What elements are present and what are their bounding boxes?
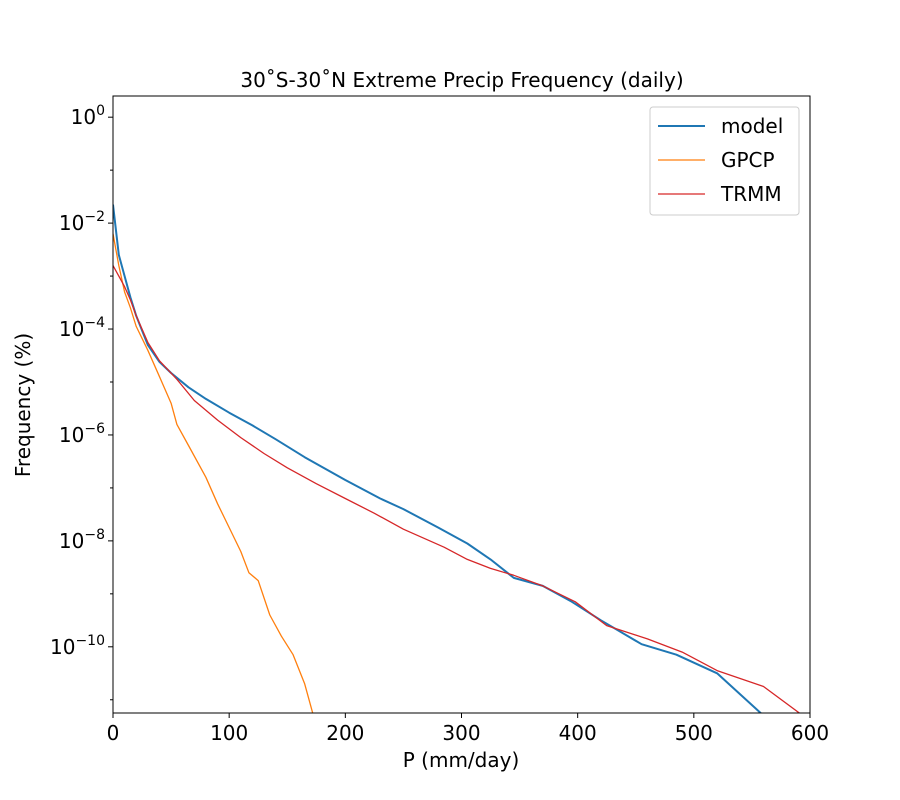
- y-tick-exponent: 0: [96, 103, 105, 119]
- y-tick-base: 10: [59, 317, 84, 341]
- x-tick-label: 500: [675, 721, 713, 745]
- legend-label-gpcp: GPCP: [721, 148, 775, 172]
- y-tick-label: 100: [71, 103, 105, 129]
- y-tick-label: 10−4: [59, 315, 105, 341]
- y-tick-exponent: −10: [75, 633, 105, 649]
- y-tick-label: 10−8: [59, 527, 105, 553]
- y-tick-base: 10: [59, 423, 84, 447]
- x-tick-label: 100: [210, 721, 248, 745]
- chart-title: 30˚S-30˚N Extreme Precip Frequency (dail…: [240, 68, 683, 92]
- legend-label-trmm: TRMM: [720, 182, 782, 206]
- y-tick-base: 10: [71, 105, 96, 129]
- y-axis-label: Frequency (%): [11, 333, 35, 477]
- x-tick-label: 600: [791, 721, 829, 745]
- y-tick-base: 10: [59, 211, 84, 235]
- series-line-trmm: [113, 265, 801, 713]
- x-axis: 0 100 200 300 400 500 600: [107, 713, 829, 745]
- x-tick-label: 0: [107, 721, 120, 745]
- y-tick-label: 10−10: [50, 633, 105, 659]
- legend-box: [649, 106, 800, 216]
- y-tick-base: 10: [50, 635, 75, 659]
- x-tick-label: 300: [442, 721, 480, 745]
- y-tick-base: 10: [59, 529, 84, 553]
- series-layer: [113, 204, 801, 713]
- x-tick-label: 200: [326, 721, 364, 745]
- x-tick-label: 400: [559, 721, 597, 745]
- legend-label-model: model: [721, 114, 783, 138]
- y-tick-label: 10−6: [59, 421, 105, 447]
- legend: model GPCP TRMM: [649, 106, 800, 216]
- y-tick-exponent: −2: [84, 209, 105, 225]
- series-line-gpcp: [113, 233, 314, 713]
- series-line-model: [113, 204, 763, 713]
- y-tick-exponent: −8: [84, 527, 105, 543]
- y-tick-exponent: −4: [84, 315, 105, 331]
- x-axis-label: P (mm/day): [403, 748, 520, 772]
- y-tick-label: 10−2: [59, 209, 105, 235]
- y-tick-exponent: −6: [84, 421, 105, 437]
